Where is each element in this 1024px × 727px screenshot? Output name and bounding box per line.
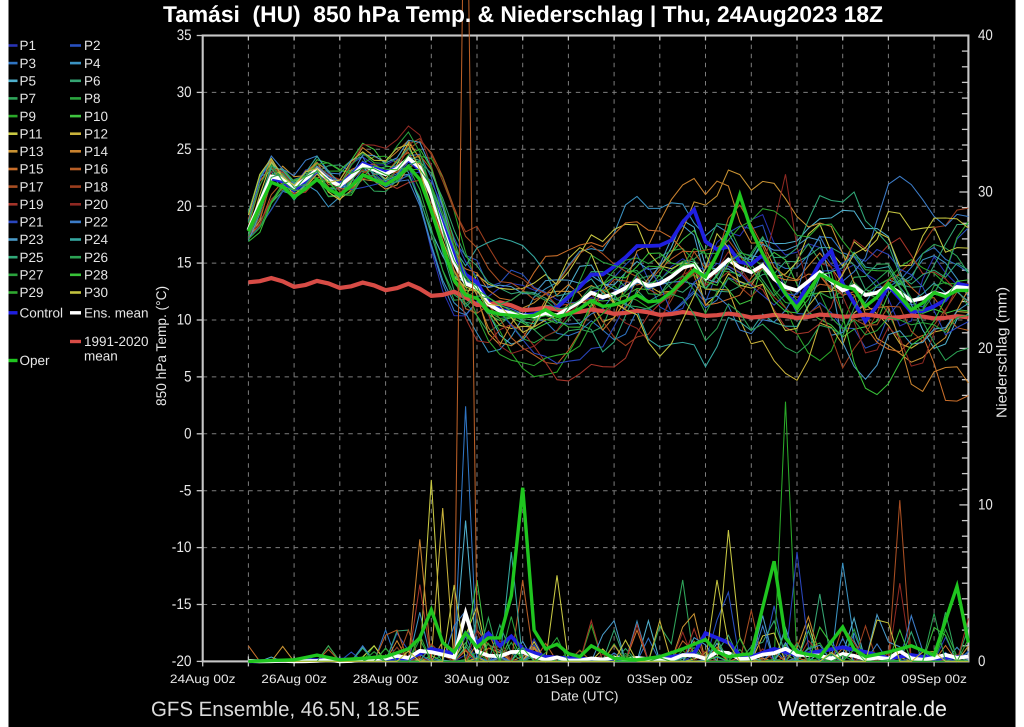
svg-text:P27: P27	[20, 268, 44, 283]
svg-text:-10: -10	[172, 539, 192, 556]
svg-text:1991-2020: 1991-2020	[84, 334, 149, 349]
svg-text:P7: P7	[20, 91, 37, 106]
svg-text:20: 20	[978, 340, 993, 357]
svg-text:P1: P1	[20, 38, 37, 53]
svg-text:P14: P14	[84, 144, 109, 159]
svg-text:P24: P24	[84, 232, 109, 247]
svg-text:P16: P16	[84, 162, 108, 177]
svg-text:P18: P18	[84, 179, 108, 194]
svg-text:01Sep 00z: 01Sep 00z	[536, 672, 602, 686]
svg-text:28Aug 00z: 28Aug 00z	[353, 672, 419, 686]
svg-text:35: 35	[177, 27, 192, 44]
svg-text:Tamási (HU) 850 hPa Temp. &: Tamási (HU) 850 hPa Temp. & Niederschlag…	[163, 1, 883, 28]
svg-text:P30: P30	[84, 285, 108, 300]
svg-text:P12: P12	[84, 126, 108, 141]
svg-text:850 hPa Temp. (°C): 850 hPa Temp. (°C)	[153, 286, 169, 406]
svg-text:03Sep 00z: 03Sep 00z	[627, 672, 693, 686]
svg-text:P22: P22	[84, 215, 108, 230]
svg-text:Niederschlag (mm): Niederschlag (mm)	[995, 287, 1011, 418]
svg-text:0: 0	[184, 425, 191, 442]
svg-text:-5: -5	[179, 482, 191, 499]
svg-text:-20: -20	[172, 653, 192, 670]
svg-text:P20: P20	[84, 197, 108, 212]
svg-text:Control: Control	[20, 306, 64, 321]
svg-text:P9: P9	[20, 109, 37, 124]
svg-text:P19: P19	[20, 197, 44, 212]
svg-text:Date (UTC): Date (UTC)	[551, 688, 619, 703]
svg-text:30: 30	[978, 184, 993, 201]
svg-text:P15: P15	[20, 162, 44, 177]
svg-text:GFS Ensemble, 46.5N, 18.5E: GFS Ensemble, 46.5N, 18.5E	[151, 698, 420, 721]
svg-text:25: 25	[177, 141, 192, 158]
svg-text:P5: P5	[20, 73, 37, 88]
svg-text:30Aug 00z: 30Aug 00z	[444, 672, 510, 686]
svg-text:P25: P25	[20, 250, 44, 265]
svg-text:P11: P11	[20, 126, 43, 141]
svg-text:Ens. mean: Ens. mean	[84, 306, 149, 321]
svg-text:05Sep 00z: 05Sep 00z	[718, 672, 784, 686]
svg-text:10: 10	[978, 497, 993, 514]
svg-text:0: 0	[978, 653, 985, 670]
svg-text:P8: P8	[84, 91, 101, 106]
svg-text:26Aug 00z: 26Aug 00z	[261, 672, 327, 686]
svg-text:P29: P29	[20, 285, 44, 300]
svg-text:P4: P4	[84, 56, 101, 71]
svg-text:P3: P3	[20, 56, 37, 71]
svg-text:Oper: Oper	[20, 353, 51, 368]
svg-text:P21: P21	[20, 215, 44, 230]
svg-text:07Sep 00z: 07Sep 00z	[810, 672, 876, 686]
svg-text:40: 40	[978, 27, 993, 44]
svg-text:5: 5	[184, 369, 191, 386]
svg-text:P23: P23	[20, 232, 44, 247]
svg-text:-15: -15	[172, 596, 192, 613]
svg-text:P2: P2	[84, 38, 101, 53]
svg-text:20: 20	[177, 198, 192, 215]
svg-text:mean: mean	[84, 348, 118, 363]
svg-text:P13: P13	[20, 144, 44, 159]
svg-text:P26: P26	[84, 250, 108, 265]
svg-text:P6: P6	[84, 73, 101, 88]
svg-text:10: 10	[177, 312, 192, 329]
svg-text:24Aug 00z: 24Aug 00z	[170, 672, 236, 686]
svg-text:09Sep 00z: 09Sep 00z	[901, 672, 967, 686]
svg-text:30: 30	[177, 84, 192, 101]
svg-text:P17: P17	[20, 179, 44, 194]
svg-text:15: 15	[177, 255, 192, 272]
svg-text:P28: P28	[84, 268, 108, 283]
svg-text:Wetterzentrale.de: Wetterzentrale.de	[778, 697, 947, 721]
svg-text:P10: P10	[84, 109, 108, 124]
